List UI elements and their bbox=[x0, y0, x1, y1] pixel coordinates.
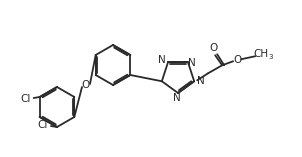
Text: N: N bbox=[188, 58, 196, 68]
Text: O: O bbox=[82, 80, 90, 90]
Text: N: N bbox=[197, 76, 205, 86]
Text: N: N bbox=[173, 93, 181, 103]
Text: O: O bbox=[233, 55, 241, 65]
Text: CH: CH bbox=[254, 49, 269, 59]
Text: N: N bbox=[158, 55, 166, 65]
Text: O: O bbox=[209, 43, 217, 53]
Text: 3: 3 bbox=[269, 54, 273, 60]
Text: Cl: Cl bbox=[38, 120, 48, 130]
Text: Cl: Cl bbox=[21, 94, 31, 104]
